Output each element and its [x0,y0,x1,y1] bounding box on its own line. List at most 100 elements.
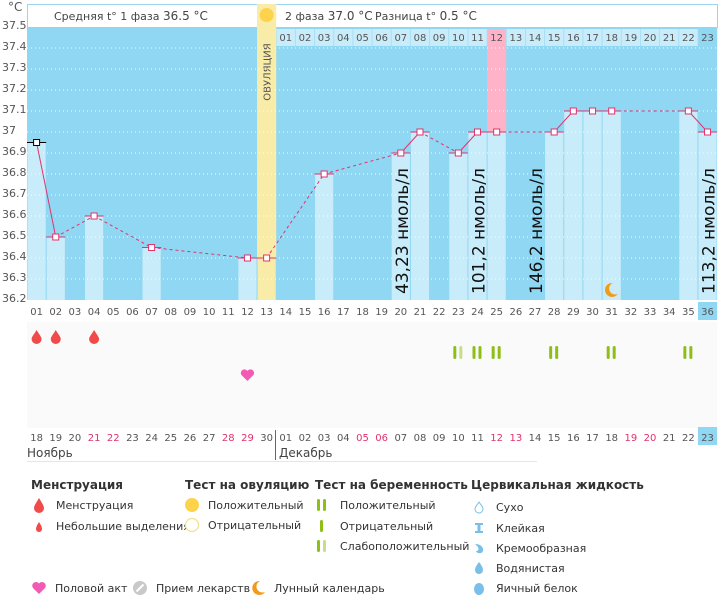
legend-label: Положительный [340,498,436,512]
legend-spotting: Небольшие выделения [32,518,190,534]
legend-menstruation: Менструация [32,497,133,513]
top-day-label: 10 [452,33,465,44]
cycle-day-label: 09 [184,307,197,318]
phase2-average: 2 фаза 37.0 °C [285,9,373,23]
legend-cervical-dry: Сухо [472,499,523,515]
cycle-day-label: 07 [145,307,158,318]
cycle-day-label: 29 [567,307,580,318]
pregnancy-test-bar [478,346,482,359]
temperature-bar [545,132,564,300]
temperature-point [263,254,271,262]
pregnancy-test-bar [491,346,495,359]
temperature-bar [564,111,583,300]
y-tick-label: 36.7 [2,187,27,200]
y-tick-label: 37.4 [2,40,27,53]
legend-menstruation-title: Менструация [31,478,123,492]
date-label: 06 [375,433,388,444]
y-tick-label: 37.1 [2,103,27,116]
phase2-value: 37.0 °C [327,9,373,23]
top-day-label: 12 [490,33,503,44]
sticky-icon [475,523,483,533]
top-day-label: 20 [644,33,657,44]
cycle-day-label: 34 [663,307,676,318]
month-divider [275,430,276,460]
today-date-highlight [697,427,718,445]
pregnancy-test-bar [453,346,457,359]
date-label: 22 [682,433,695,444]
date-label: 22 [107,433,120,444]
temperature-line-segment [36,142,57,238]
unit-label: °C [8,0,23,14]
legend-pregnancy-positive: Положительный [316,497,436,513]
date-label: 25 [164,433,177,444]
date-label: 24 [145,433,158,444]
diff-value: 0.5 °C [439,9,477,23]
cycle-day-label: 25 [490,307,503,318]
temperature-point [320,170,328,178]
legend-ovulation-positive: Положительный [184,497,304,513]
date-label: 27 [203,433,216,444]
temperature-point [550,128,558,136]
cycle-day-label: 28 [548,307,561,318]
top-day-label: 23 [701,33,714,44]
cycle-day-label: 05 [107,307,120,318]
y-tick-label: 36.4 [2,250,27,263]
date-label: 18 [30,433,43,444]
date-label: 12 [490,433,503,444]
date-label: 14 [529,433,542,444]
menstruation-drop-icon [50,330,61,344]
temperature-point [416,128,424,136]
sun-filled-icon [185,498,199,512]
cycle-day-label: 01 [30,307,43,318]
legend-pregnancy-faint: Слабоположительный [316,538,469,554]
cycle-day-label: 26 [509,307,522,318]
cycle-day-label: 18 [356,307,369,318]
temperature-line-segment [419,131,459,154]
top-day-label: 18 [605,33,618,44]
temperature-point [148,244,156,251]
single-bar-icon [320,520,323,532]
top-day-label: 04 [337,33,350,44]
today-cycle-highlight [697,302,718,320]
moon-icon [604,282,618,297]
moon-icon [252,580,265,595]
date-label: 23 [701,433,714,444]
date-label: 28 [222,433,235,444]
legend-cervical-creamy: Кремообразная [472,540,586,556]
date-label: 30 [260,433,273,444]
legend-medication: Прием лекарств [132,580,250,596]
cycle-day-label: 24 [471,307,484,318]
legend-pregnancy-negative: Отрицательный [316,518,433,534]
top-day-label: 07 [394,33,407,44]
legend-label: Клейкая [496,521,545,535]
date-label: 09 [433,433,446,444]
top-day-label: 09 [433,33,446,44]
faint-bar-icon [317,540,326,552]
temperature-line-segment [93,215,152,248]
cycle-day-label: 31 [605,307,618,318]
date-label: 05 [356,433,369,444]
top-day-label: 05 [356,33,369,44]
date-label: 20 [644,433,657,444]
y-tick-label: 36.6 [2,208,27,221]
legend-label: Кремообразная [496,541,587,555]
top-day-label: 13 [509,33,522,44]
cycle-day-label: 27 [529,307,542,318]
date-label: 29 [241,433,254,444]
legend-ovulation-negative: Отрицательный [184,517,301,533]
cycle-day-label: 30 [586,307,599,318]
cycle-day-label: 22 [433,307,446,318]
cycle-day-label: 19 [375,307,388,318]
cycle-day-label: 03 [69,307,82,318]
bbt-chart: 01 02 03 04 05 06 07 08 09 10 11 12 13 14 15 16 17 18 19 20… [27,4,720,445]
date-label: 16 [567,433,580,444]
cycle-day-label: 23 [452,307,465,318]
pregnancy-test-bar [497,346,501,359]
menstruation-drop-icon [89,330,100,344]
cycle-day-label: 17 [337,307,350,318]
legend-label: Сухо [496,500,524,514]
temperature-line-segment [55,215,95,238]
temperature-point [704,128,712,136]
temperature-bar [85,216,104,300]
temperature-point [589,107,597,115]
